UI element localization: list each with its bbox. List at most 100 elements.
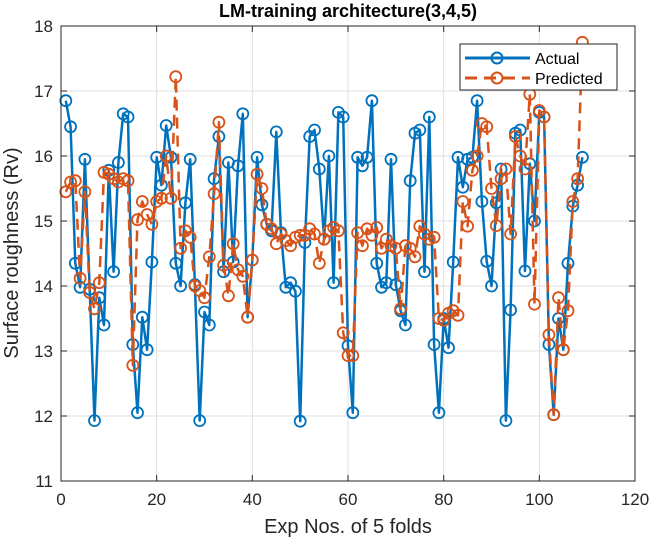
data-point-actual (518, 264, 532, 278)
x-tick-label: 60 (339, 490, 358, 509)
data-point-actual (384, 152, 398, 166)
data-point-actual (64, 120, 77, 134)
y-axis-label: Surface roughness (Rv) (1, 147, 23, 358)
data-point-actual (202, 318, 216, 332)
data-point-predicted (566, 195, 580, 208)
legend-marker-actual (490, 51, 504, 65)
data-point-actual (159, 119, 173, 132)
data-point-actual (432, 406, 446, 420)
x-tick-label: 100 (525, 490, 553, 509)
legend: Actual Predicted (459, 43, 618, 91)
data-point-predicted (489, 219, 503, 233)
series-layer (59, 35, 589, 428)
data-point-actual (236, 107, 250, 121)
data-point-predicted (547, 408, 561, 422)
x-tick-label: 40 (243, 490, 262, 509)
data-point-actual (107, 265, 120, 279)
data-point-predicted (131, 213, 144, 227)
data-point-predicted (174, 241, 188, 255)
data-point-predicted (68, 174, 82, 188)
data-point-predicted (140, 208, 154, 221)
data-point-actual (422, 110, 436, 124)
data-point-actual (499, 414, 513, 428)
legend-box (459, 43, 618, 91)
data-point-predicted (164, 191, 178, 205)
data-point-predicted (217, 258, 231, 272)
data-point-actual (312, 162, 326, 176)
y-tick-label: 17 (34, 82, 53, 101)
data-point-actual (183, 152, 197, 166)
data-point-actual (451, 150, 465, 164)
data-point-predicted (571, 172, 584, 186)
data-point-predicted (265, 222, 278, 236)
data-point-predicted (552, 291, 565, 305)
data-point-actual (576, 150, 589, 164)
data-point-actual (427, 338, 441, 351)
data-point-predicted (504, 227, 518, 241)
data-point-actual (293, 414, 307, 428)
data-point-predicted (513, 149, 527, 163)
data-point-actual (59, 94, 73, 108)
data-point-predicted (202, 250, 216, 264)
data-point-predicted (485, 182, 498, 195)
data-point-predicted (207, 187, 221, 201)
data-point-predicted (183, 230, 197, 244)
data-point-actual (288, 284, 302, 298)
data-point-actual (135, 310, 149, 324)
data-point-predicted (169, 70, 183, 84)
data-point-actual (327, 276, 341, 290)
data-point-predicted (255, 182, 269, 195)
data-point-actual (121, 110, 135, 124)
y-tick-label: 16 (34, 147, 53, 166)
data-point-predicted (470, 149, 484, 163)
data-point-predicted (394, 302, 408, 316)
data-point-predicted (226, 237, 240, 251)
data-point-predicted (542, 328, 556, 342)
data-point-actual (174, 279, 188, 293)
data-point-actual (112, 156, 125, 169)
data-point-predicted (537, 110, 551, 124)
data-point-actual (140, 343, 154, 357)
data-point-actual (494, 162, 508, 176)
data-point-predicted (456, 195, 470, 208)
data-point-predicted (59, 185, 73, 199)
data-point-actual (398, 318, 412, 332)
series-line-predicted (64, 42, 584, 416)
data-point-predicted (341, 349, 355, 363)
data-point-predicted (408, 250, 422, 264)
legend-label-predicted: Predicted (535, 71, 603, 88)
data-point-actual (169, 256, 183, 270)
data-point-predicted (461, 219, 475, 233)
data-point-actual (485, 279, 498, 293)
data-point-actual (73, 280, 87, 294)
data-point-actual (470, 94, 484, 108)
data-point-actual (456, 180, 470, 194)
y-tick-label: 12 (34, 407, 53, 426)
data-point-actual (379, 276, 393, 290)
data-point-predicted (241, 310, 255, 324)
data-point-predicted (198, 291, 211, 305)
data-point-predicted (312, 256, 326, 270)
data-point-actual (346, 406, 360, 420)
data-point-predicted (250, 167, 264, 181)
data-point-predicted (159, 149, 173, 163)
data-point-actual (480, 254, 494, 268)
data-point-predicted (518, 162, 532, 176)
data-point-actual (231, 159, 245, 173)
data-point-predicted (355, 239, 369, 253)
data-point-predicted (154, 191, 168, 205)
data-point-actual (489, 196, 503, 210)
data-point-predicted (135, 195, 149, 208)
y-tick-label: 18 (34, 17, 53, 36)
data-point-actual (360, 150, 374, 164)
data-point-predicted (88, 302, 101, 316)
data-point-actual (131, 406, 144, 420)
y-tick-label: 11 (35, 472, 53, 491)
data-point-actual (418, 265, 431, 279)
data-point-predicted (561, 304, 575, 318)
data-point-actual (322, 149, 336, 163)
data-point-actual (528, 214, 541, 228)
data-point-actual (78, 152, 92, 166)
x-tick-label: 120 (621, 490, 649, 509)
